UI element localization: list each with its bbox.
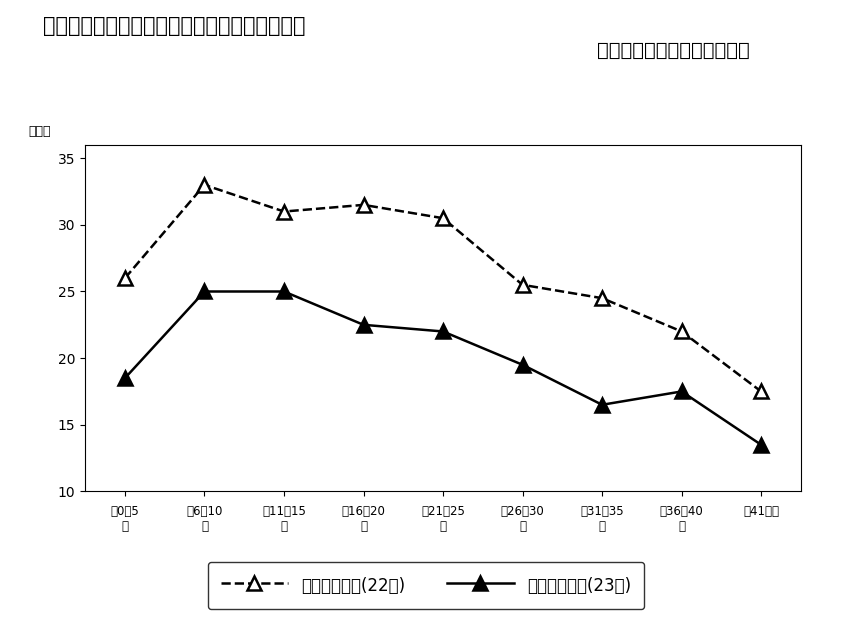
中古戸建住宅(23年) (756, 441, 766, 449)
Text: 築31～35
年: 築31～35 年 (580, 505, 624, 533)
Legend: 中古戸建住宅(22年), 中古戸建住宅(23年): 中古戸建住宅(22年), 中古戸建住宅(23年) (208, 562, 644, 609)
Line: 中古戸建住宅(22年): 中古戸建住宅(22年) (118, 178, 768, 398)
中古戸建住宅(22年) (517, 281, 527, 289)
Text: 築6～10
年: 築6～10 年 (187, 505, 222, 533)
中古戸建住宅(22年) (199, 181, 210, 188)
Text: 築26～30
年: 築26～30 年 (501, 505, 544, 533)
Text: 築16～20
年: 築16～20 年 (342, 505, 385, 533)
Text: 築41年～: 築41年～ (743, 505, 779, 518)
中古戸建住宅(23年) (359, 321, 369, 329)
Text: 築11～15
年: 築11～15 年 (262, 505, 306, 533)
中古戸建住宅(22年) (597, 294, 607, 302)
Text: 築36～40
年: 築36～40 年 (659, 505, 704, 533)
中古戸建住宅(23年) (597, 401, 607, 408)
Text: （％）: （％） (28, 125, 50, 138)
中古戸建住宅(22年) (676, 328, 687, 335)
中古戸建住宅(22年) (120, 275, 130, 282)
中古戸建住宅(23年) (676, 387, 687, 395)
中古戸建住宅(23年) (279, 288, 289, 295)
中古戸建住宅(22年) (359, 201, 369, 209)
中古戸建住宅(23年) (120, 374, 130, 382)
Text: 図表５－２　中古戸建住宅の対新規登録成約率: 図表５－２ 中古戸建住宅の対新規登録成約率 (43, 16, 305, 36)
中古戸建住宅(23年) (438, 328, 448, 335)
中古戸建住宅(22年) (279, 208, 289, 215)
中古戸建住宅(22年) (438, 214, 448, 222)
Text: （成約件数／新規登録件数）: （成約件数／新規登録件数） (597, 41, 750, 60)
Text: 築21～25
年: 築21～25 年 (421, 505, 465, 533)
中古戸建住宅(23年) (517, 361, 527, 369)
中古戸建住宅(23年) (199, 288, 210, 295)
Line: 中古戸建住宅(23年): 中古戸建住宅(23年) (118, 285, 768, 452)
Text: 築0～5
年: 築0～5 年 (111, 505, 140, 533)
中古戸建住宅(22年) (756, 387, 766, 395)
